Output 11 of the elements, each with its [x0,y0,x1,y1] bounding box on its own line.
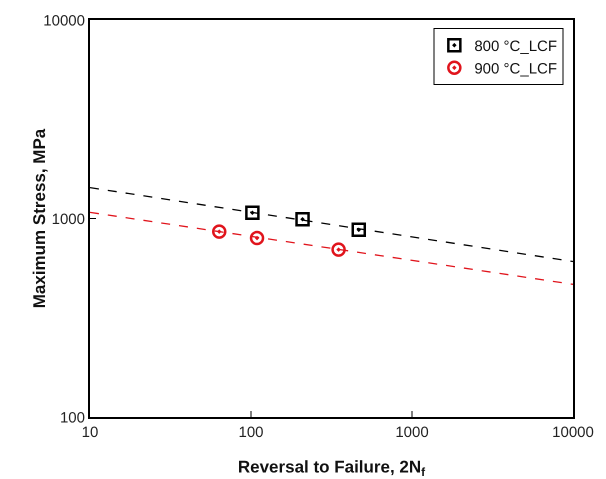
y-tick-label: 10000 [43,12,85,30]
y-axis-title: Maximum Stress, MPa [30,128,49,308]
x-tick-label: 10000 [552,424,594,441]
x-axis-title: Reversal to Failure, 2N$_{f}$ [238,457,426,479]
y-tick-label: 100 [60,409,85,426]
x-tick-label: 100 [238,424,264,441]
legend-label: 900 °C_LCF [474,60,558,78]
legend-label: 800 °C_LCF [474,38,558,56]
y-tick-label: 1000 [52,210,85,228]
x-tick-label: 1000 [395,424,429,441]
x-tick-label: 10 [82,424,98,441]
